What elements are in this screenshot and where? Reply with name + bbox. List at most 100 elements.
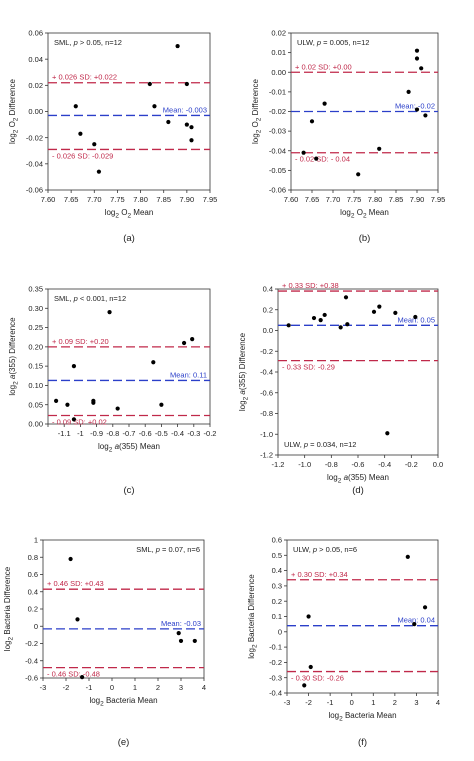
- x-tick-label: 7.60: [41, 195, 56, 204]
- y-tick-label: -0.8: [260, 409, 273, 418]
- panel-label: (e): [118, 737, 130, 748]
- x-tick-label: 2: [156, 683, 160, 692]
- data-point: [71, 417, 77, 422]
- x-tick-label: 0.0: [433, 460, 443, 469]
- data-point: [68, 556, 73, 562]
- data-point: [92, 142, 97, 147]
- y-tick-label: 0.06: [28, 29, 43, 38]
- x-tick-label: 1: [371, 698, 375, 707]
- y-tick-label: 0.6: [272, 536, 282, 545]
- data-point: [80, 675, 85, 680]
- x-tick-label: 7.90: [410, 195, 425, 204]
- mean-line-label: Mean: 0.05: [397, 315, 435, 324]
- y-tick-label: 0.15: [28, 362, 43, 371]
- y-tick-label: -0.05: [269, 166, 286, 175]
- data-point: [309, 119, 315, 124]
- data-point: [192, 638, 197, 644]
- x-tick-label: -2: [63, 683, 70, 692]
- x-tick-label: 7.95: [203, 195, 218, 204]
- upper-limit-line-label: + 0.33 SD: +0.38: [282, 281, 339, 290]
- data-point: [96, 169, 102, 174]
- y-tick-label: 0.04: [28, 55, 43, 64]
- y-tick-label: 0.02: [28, 81, 43, 90]
- chart-panel-d: -1.2 -1.0 -0.8 -0.6 -0.4 -0.2 0.0 -1.2 -1.0 -0.8 -…: [238, 281, 443, 496]
- y-tick-label: 0.05: [28, 400, 43, 409]
- y-axis-label: log2 Bacteria Difference: [3, 566, 15, 651]
- x-tick-label: -0.4: [171, 429, 184, 438]
- data-point: [78, 131, 83, 136]
- lower-limit-line-label: - 0.30 SD: -0.26: [291, 674, 344, 683]
- data-point: [405, 554, 410, 559]
- lower-limit-line-label: - 0.46 SD: -0.48: [47, 670, 100, 679]
- x-tick-label: 0: [110, 683, 114, 692]
- y-tick-label: -0.2: [25, 639, 38, 648]
- annotation: ULW, p = 0.034, n=12: [284, 440, 356, 449]
- x-tick-label: 7.60: [284, 195, 299, 204]
- data-point: [189, 125, 194, 130]
- x-tick-label: -0.6: [139, 429, 152, 438]
- panel-label: (f): [358, 737, 367, 748]
- y-tick-label: -0.4: [260, 368, 273, 377]
- data-point: [175, 43, 180, 49]
- x-tick-label: 7.65: [64, 195, 79, 204]
- upper-limit-line-label: + 0.30 SD: +0.34: [291, 570, 348, 579]
- data-point: [184, 81, 189, 87]
- data-point: [413, 314, 418, 320]
- data-point: [302, 683, 307, 688]
- x-tick-label: 7.65: [305, 195, 320, 204]
- data-point: [343, 295, 349, 300]
- x-tick-label: -0.5: [155, 429, 168, 438]
- y-tick-label: 0.35: [28, 285, 43, 294]
- y-tick-label: -0.2: [269, 658, 282, 667]
- chart-panel-c: -1.1 -1 -0.9 -0.8 -0.7 -0.6 -0.5 -0.4 -0.3 -0.2 0.…: [8, 285, 216, 496]
- x-tick-label: 1: [133, 683, 137, 692]
- data-point: [414, 56, 420, 61]
- x-tick-label: 7.80: [368, 195, 383, 204]
- annotation: SML, p < 0.001, n=12: [54, 294, 126, 303]
- x-tick-label: -1.0: [298, 460, 311, 469]
- y-tick-label: -0.4: [269, 689, 282, 698]
- data-point: [181, 340, 187, 346]
- data-point: [176, 631, 181, 636]
- y-tick-label: -0.03: [269, 127, 286, 136]
- y-tick-label: 0.2: [263, 305, 273, 314]
- x-tick-label: -0.2: [405, 460, 418, 469]
- x-tick-label: 7.85: [156, 195, 171, 204]
- y-tick-label: 0.2: [272, 597, 282, 606]
- data-point: [189, 138, 194, 143]
- chart-panel-e: -3 -2 -1 0 1 2 3 4 -0.6 -0.4 -0.2 0 0.2 0.4 0.6 0.8 1 + 0…: [3, 536, 206, 748]
- x-tick-label: -0.6: [352, 460, 365, 469]
- data-point: [65, 402, 70, 407]
- data-point: [422, 605, 428, 610]
- x-tick-label: -3: [284, 698, 291, 707]
- y-tick-label: 0.20: [28, 342, 43, 351]
- panel-label: (d): [352, 485, 364, 496]
- x-tick-label: -2: [305, 698, 312, 707]
- y-tick-label: 0.02: [271, 29, 286, 38]
- x-tick-label: 3: [414, 698, 418, 707]
- data-point: [322, 312, 327, 318]
- y-tick-label: -1.2: [260, 451, 273, 460]
- annotation: ULW, p = 0.005, n=12: [297, 38, 369, 47]
- data-point: [393, 310, 398, 315]
- data-point: [412, 622, 417, 627]
- y-tick-label: 0.10: [28, 381, 43, 390]
- panel-label: (b): [359, 233, 371, 244]
- x-tick-label: -0.2: [204, 429, 217, 438]
- data-point: [54, 398, 59, 403]
- data-point: [190, 337, 195, 342]
- y-axis-label: log2 O2 Difference: [251, 78, 263, 143]
- upper-limit-line-label: + 0.09 SD: +0.20: [52, 337, 109, 346]
- data-point: [423, 113, 428, 118]
- y-tick-label: 0.4: [263, 285, 273, 294]
- x-tick-label: 2: [393, 698, 397, 707]
- data-point: [184, 122, 189, 127]
- y-tick-label: 0.4: [272, 566, 282, 575]
- upper-limit-line-label: + 0.02 SD: +0.00: [295, 62, 352, 71]
- y-tick-label: -0.6: [260, 388, 273, 397]
- y-tick-label: -0.04: [26, 159, 43, 168]
- mean-line-label: Mean: 0.11: [170, 370, 207, 379]
- lower-limit-line-label: - 0.33 SD: -0.29: [282, 363, 335, 372]
- plot-frame: [47, 288, 211, 425]
- data-point: [356, 172, 361, 177]
